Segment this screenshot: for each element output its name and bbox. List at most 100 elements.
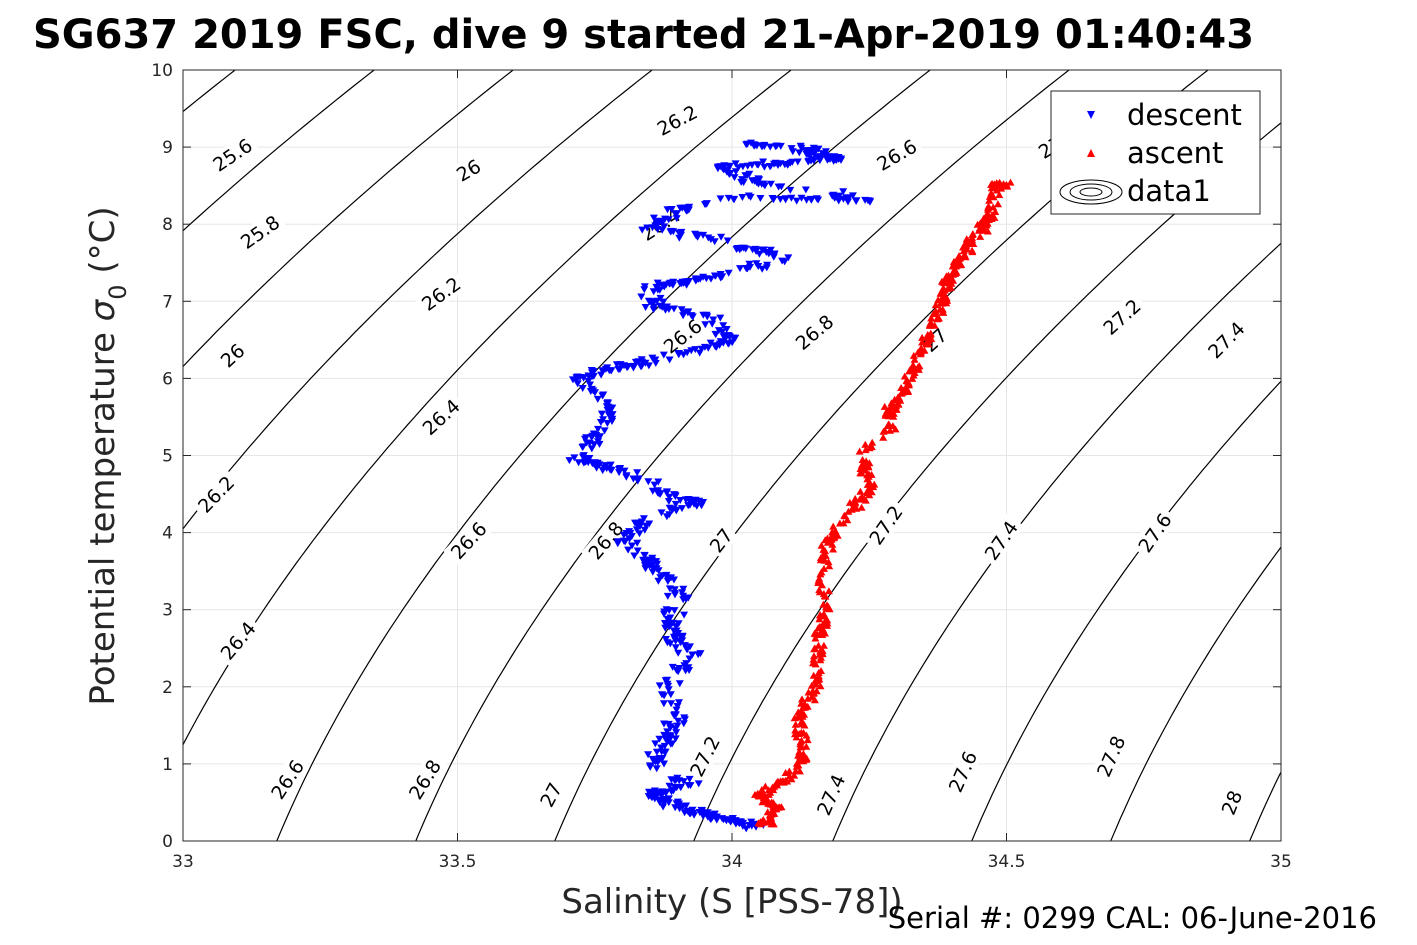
descent-point: [663, 676, 672, 684]
ascent-point: [949, 266, 958, 274]
descent-point: [660, 742, 669, 750]
descent-point: [652, 283, 661, 291]
descent-point: [815, 157, 824, 165]
descent-point: [666, 640, 675, 648]
ascent-point: [947, 279, 956, 287]
descent-point: [694, 651, 703, 659]
descent-point: [742, 141, 751, 149]
descent-point: [718, 328, 727, 336]
contour-label-bg: [534, 777, 568, 813]
descent-point: [607, 367, 616, 375]
ascent-point: [864, 489, 872, 497]
descent-point: [565, 457, 574, 465]
x-tick-label: 34.5: [988, 852, 1026, 872]
contour-label-bg: [443, 514, 494, 567]
descent-point: [682, 281, 691, 289]
descent-point: [581, 435, 589, 443]
descent-point: [787, 145, 796, 153]
contour-label-bg: [977, 513, 1025, 568]
contour-label-bg: [683, 728, 726, 784]
ascent-point: [820, 592, 829, 600]
descent-point: [682, 278, 691, 286]
y-tick-label: 7: [162, 292, 173, 312]
descent-point: [852, 198, 861, 205]
ascent-point: [964, 239, 973, 247]
descent-point: [668, 619, 677, 627]
descent-point: [655, 755, 664, 762]
descent-point: [710, 238, 719, 246]
descent-point: [655, 286, 664, 294]
descent-point: [659, 803, 668, 811]
ascent-point: [938, 305, 947, 313]
descent-point: [711, 331, 720, 338]
descent-point: [736, 818, 744, 826]
ascent-point: [867, 470, 876, 478]
descent-point: [797, 194, 806, 202]
ascent-point: [758, 798, 767, 806]
descent-point: [628, 542, 636, 550]
descent-point: [725, 333, 734, 341]
descent-point: [728, 815, 737, 822]
descent-point: [654, 478, 663, 486]
descent-point: [599, 416, 608, 424]
descent-point: [593, 459, 602, 467]
descent-point: [662, 281, 671, 289]
ascent-point: [927, 314, 936, 322]
ascent-point: [840, 511, 849, 519]
descent-point: [633, 469, 642, 477]
descent-point: [804, 158, 813, 166]
x-tick-label: 35: [1270, 852, 1292, 872]
descent-point: [598, 467, 607, 475]
descent-point: [607, 467, 616, 474]
descent-point: [704, 234, 713, 242]
descent-point: [806, 151, 815, 159]
descent-point: [664, 686, 673, 694]
ascent-point: [811, 660, 820, 668]
ascent-point: [831, 530, 840, 538]
descent-point: [608, 418, 616, 425]
ascent-point: [807, 681, 816, 689]
descent-point: [634, 475, 643, 483]
chart-title: SG637 2019 FSC, dive 9 started 21-Apr-20…: [33, 12, 1254, 58]
descent-point: [606, 461, 615, 469]
descent-point: [604, 403, 613, 411]
descent-point: [665, 511, 674, 519]
y-axis-label-main: Potential temperature: [83, 321, 123, 705]
descent-point: [760, 141, 769, 149]
descent-point: [633, 539, 642, 547]
descent-point: [668, 663, 677, 671]
descent-point: [639, 556, 648, 564]
descent-point: [584, 377, 593, 385]
ascent-point: [810, 645, 819, 653]
ascent-point: [829, 522, 838, 530]
descent-point: [685, 667, 694, 674]
ascent-point: [889, 412, 898, 420]
y-tick-label: 6: [162, 369, 173, 389]
descent-point: [719, 322, 728, 330]
ascent-point: [844, 507, 853, 515]
contour-line: [183, 70, 375, 232]
contour-line: [832, 242, 1281, 841]
ascent-point: [984, 216, 993, 223]
ascent-point: [941, 275, 950, 283]
ascent-point: [994, 200, 1002, 208]
descent-point: [643, 224, 652, 232]
descent-point: [578, 385, 587, 392]
descent-point: [810, 156, 819, 164]
descent-point: [647, 793, 656, 801]
descent-point: [777, 183, 786, 191]
descent-point: [587, 367, 596, 374]
y-axis-label-unit: (°C): [83, 206, 123, 284]
ascent-point: [949, 270, 957, 278]
descent-point: [683, 349, 692, 357]
ascent-point: [818, 621, 827, 629]
ascent-point: [999, 180, 1008, 188]
ascent-point: [890, 395, 899, 403]
ascent-point: [763, 808, 772, 816]
descent-point: [660, 731, 669, 739]
descent-point: [671, 500, 680, 508]
descent-point: [818, 150, 827, 158]
ascent-point: [761, 794, 770, 802]
descent-point: [670, 586, 679, 594]
ascent-point: [791, 720, 800, 728]
